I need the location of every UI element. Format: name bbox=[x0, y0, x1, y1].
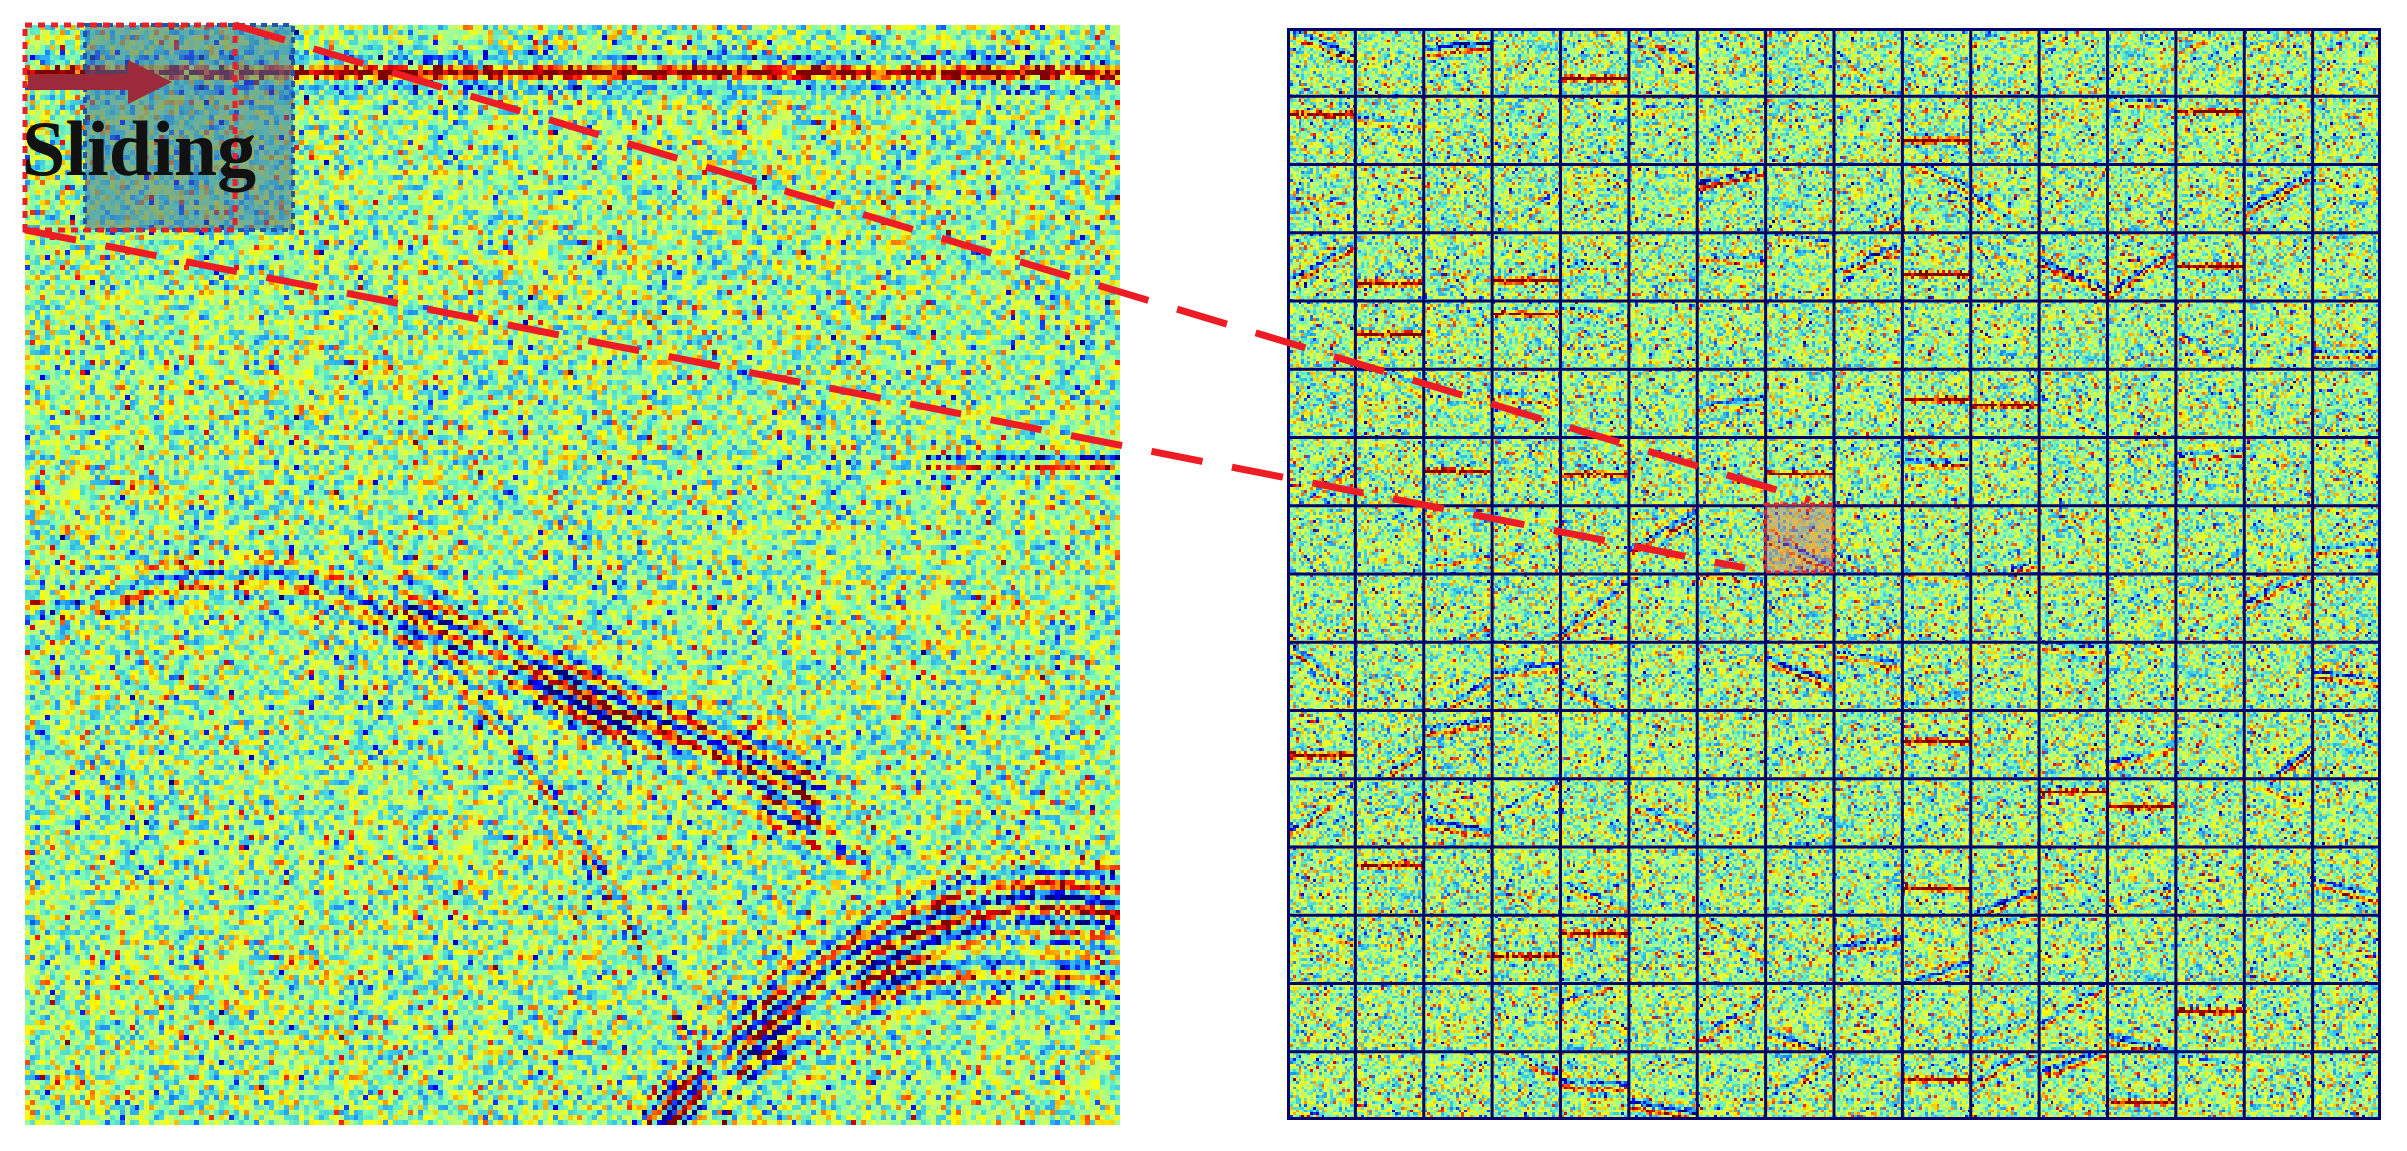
patch-grid bbox=[1287, 28, 2381, 1120]
input-seismic-image bbox=[25, 25, 1120, 1125]
patch-grid-canvas bbox=[1287, 28, 2381, 1120]
seismic-image-canvas bbox=[25, 25, 1120, 1125]
